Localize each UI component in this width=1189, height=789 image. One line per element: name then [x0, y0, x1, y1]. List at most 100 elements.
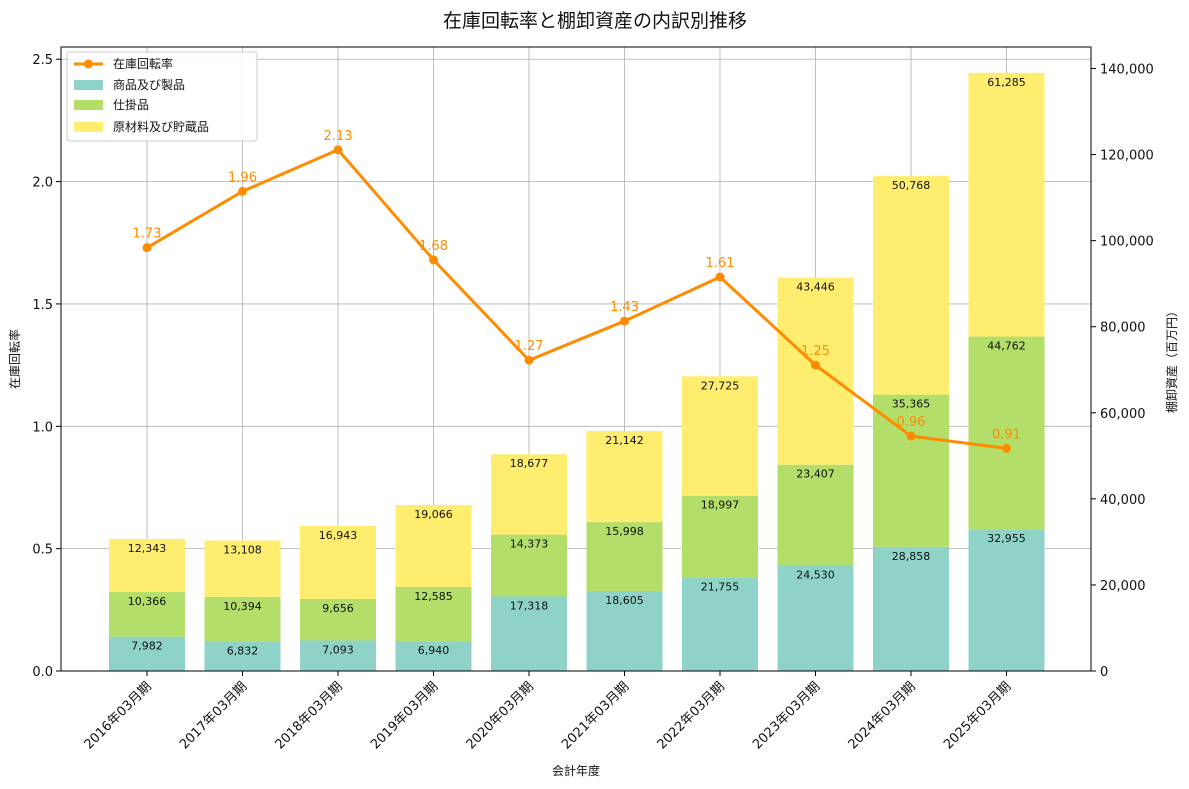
legend-swatch-0	[74, 80, 103, 90]
left-tick-label-3: 1.5	[32, 298, 53, 313]
turnover-label-7: 1.25	[801, 344, 830, 359]
bar-s1-4	[491, 534, 567, 597]
left-tick-label-4: 2.0	[32, 176, 53, 191]
bar-label-s0-9: 32,955	[987, 532, 1026, 545]
bar-s1-1	[204, 596, 281, 642]
bar-s0-1	[204, 641, 281, 671]
bar-s2-1	[204, 540, 281, 597]
x-tick-label-5: 2021年03月期	[559, 679, 632, 752]
bar-label-s0-2: 7,093	[322, 643, 354, 656]
bar-label-s1-4: 14,373	[510, 538, 549, 551]
turnover-point-3	[429, 255, 438, 265]
turnover-label-5: 1.43	[610, 300, 639, 315]
bar-label-s2-0: 12,343	[128, 542, 167, 555]
right-tick-label-3: 60,000	[1100, 407, 1146, 422]
bar-label-s0-5: 18,605	[605, 594, 644, 607]
left-tick-label-2: 1.0	[32, 420, 53, 435]
x-tick-label-6: 2022年03月期	[655, 679, 728, 752]
legend-label-1: 仕掛品	[113, 97, 149, 112]
bar-label-s1-1: 10,394	[223, 600, 262, 613]
bar-label-s1-5: 15,998	[605, 525, 644, 538]
legend-label-0: 商品及び製品	[113, 77, 185, 92]
right-tick-label-2: 40,000	[1100, 493, 1146, 508]
bar-s1-6	[682, 495, 758, 578]
turnover-line	[146, 148, 1007, 450]
bar-s2-3	[395, 504, 472, 587]
bar-label-s1-8: 35,365	[892, 398, 931, 411]
x-axis-label: 会計年度	[552, 763, 600, 778]
legend-swatch-2	[74, 122, 103, 132]
turnover-label-2: 2.13	[324, 129, 353, 144]
bar-label-s2-9: 61,285	[987, 76, 1026, 89]
bar-s2-9	[968, 72, 1045, 337]
bar-label-s0-8: 28,858	[892, 550, 931, 563]
turnover-point-2	[333, 145, 343, 155]
x-axis: 2016年03月期 2017年03月期 2018年03月期 2019年03月期 2020…	[82, 671, 1014, 753]
bar-s1-7	[777, 464, 854, 566]
bar-s2-6	[682, 376, 758, 496]
x-tick-label-3: 2019年03月期	[368, 679, 441, 752]
turnover-point-9	[1002, 443, 1011, 453]
right-axis: 0 20,000 40,000 60,000 80,000 100,000 120,000 1…	[1091, 63, 1154, 680]
bar-label-s2-8: 50,768	[892, 179, 931, 192]
x-tick-label-4: 2020年03月期	[464, 679, 537, 752]
bar-s0-9	[968, 529, 1045, 671]
bar-label-s2-5: 21,142	[605, 434, 644, 447]
bar-s2-0	[109, 538, 185, 593]
turnover-label-1: 1.96	[228, 170, 257, 185]
bar-label-s2-6: 27,725	[701, 379, 740, 392]
bar-label-s1-9: 44,762	[987, 340, 1026, 353]
bar-label-s2-1: 13,108	[223, 543, 262, 556]
bar-s2-4	[491, 454, 567, 535]
bar-s2-7	[777, 277, 854, 465]
x-tick-label-0: 2016年03月期	[82, 679, 155, 752]
turnover-point-0	[142, 243, 152, 253]
left-axis-label: 在庫回転率	[7, 329, 22, 389]
legend-swatch-1	[74, 100, 103, 110]
right-axis-label: 棚卸資産（百万円）	[1164, 305, 1179, 413]
bar-s2-2	[300, 526, 376, 599]
bar-s1-8	[873, 394, 949, 547]
bar-label-s0-7: 24,530	[796, 568, 835, 581]
bar-label-s2-4: 18,677	[510, 457, 549, 470]
turnover-point-6	[715, 272, 725, 282]
turnover-point-7	[811, 360, 820, 370]
bar-s0-2	[300, 640, 376, 671]
chart-title: 在庫回転率と棚卸資産の内訳別推移	[443, 10, 747, 32]
bar-s0-8	[873, 546, 949, 671]
x-tick-label-9: 2025年03月期	[941, 679, 1014, 752]
bar-s0-7	[777, 565, 854, 671]
bar-s2-8	[873, 176, 949, 395]
turnover-point-8	[906, 431, 916, 441]
left-axis: 0.0 0.5 1.0 1.5 2.0 2.5	[32, 53, 61, 680]
bar-label-s0-0: 7,982	[131, 640, 163, 653]
right-tick-label-1: 20,000	[1100, 579, 1146, 594]
bar-s1-9	[968, 336, 1045, 530]
bar-label-s1-6: 18,997	[701, 499, 740, 512]
left-tick-label-1: 0.5	[32, 543, 53, 558]
turnover-label-9: 0.91	[992, 427, 1021, 442]
bar-s2-5	[586, 431, 663, 523]
turnover-label-6: 1.61	[706, 256, 735, 271]
turnover-label-8: 0.96	[897, 415, 926, 430]
bar-s0-4	[491, 596, 567, 671]
turnover-label-3: 1.68	[419, 239, 448, 254]
turnover-label-0: 1.73	[133, 227, 162, 242]
right-tick-label-7: 140,000	[1100, 63, 1154, 78]
x-tick-label-2: 2018年03月期	[273, 679, 346, 752]
right-tick-label-0: 0	[1100, 665, 1108, 680]
bar-label-s2-3: 19,066	[414, 508, 453, 521]
bar-labels: 7,982 6,832 7,093 6,940 17,318 18,605 21,755 24…	[128, 76, 1026, 658]
bar-s1-5	[586, 522, 663, 591]
turnover-point-4	[524, 355, 534, 365]
right-tick-label-4: 80,000	[1100, 321, 1146, 336]
x-tick-label-7: 2023年03月期	[750, 679, 823, 752]
plot-frame	[60, 46, 1092, 672]
bar-label-s1-2: 9,656	[322, 602, 354, 615]
bar-label-s0-6: 21,755	[701, 580, 740, 593]
legend-label-2: 原材料及び貯蔵品	[113, 120, 209, 134]
right-tick-label-5: 100,000	[1100, 235, 1154, 250]
bar-label-s2-2: 16,943	[319, 529, 358, 542]
